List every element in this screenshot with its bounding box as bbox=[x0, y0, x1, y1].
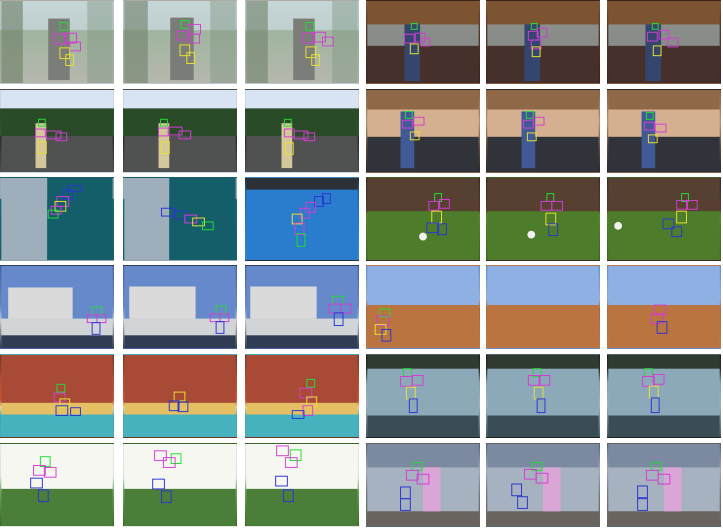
image-field-2 bbox=[486, 177, 600, 261]
image-bar-1 bbox=[366, 89, 480, 173]
image-diving-2 bbox=[123, 177, 237, 261]
image-harbor-2 bbox=[123, 265, 237, 349]
image-road-3 bbox=[245, 89, 359, 173]
image-harbor-1 bbox=[0, 265, 114, 349]
image-forest-crowd-3 bbox=[245, 0, 359, 84]
image-playroom-2 bbox=[486, 443, 600, 527]
image-golf-3 bbox=[245, 443, 359, 527]
image-stadium-1 bbox=[0, 354, 114, 438]
image-porch-2 bbox=[486, 354, 600, 438]
image-forest-crowd-1 bbox=[0, 0, 114, 84]
image-road-2 bbox=[123, 89, 237, 173]
image-bar-3 bbox=[607, 89, 721, 173]
image-road-1 bbox=[0, 89, 114, 173]
image-diving-3 bbox=[245, 177, 359, 261]
image-diving-1 bbox=[0, 177, 114, 261]
image-porch-1 bbox=[366, 354, 480, 438]
image-stadium-3 bbox=[245, 354, 359, 438]
image-dining-2 bbox=[486, 0, 600, 84]
image-field-3 bbox=[607, 177, 721, 261]
image-harbor-3 bbox=[245, 265, 359, 349]
image-desert-3 bbox=[607, 265, 721, 349]
image-playroom-3 bbox=[607, 443, 721, 527]
image-forest-crowd-2 bbox=[123, 0, 237, 84]
image-golf-2 bbox=[123, 443, 237, 527]
image-stadium-2 bbox=[123, 354, 237, 438]
image-field-1 bbox=[366, 177, 480, 261]
image-desert-2 bbox=[486, 265, 600, 349]
image-dining-1 bbox=[366, 0, 480, 84]
image-desert-1 bbox=[366, 265, 480, 349]
image-golf-1 bbox=[0, 443, 114, 527]
image-bar-2 bbox=[486, 89, 600, 173]
image-porch-3 bbox=[607, 354, 721, 438]
image-dining-3 bbox=[607, 0, 721, 84]
image-playroom-1 bbox=[366, 443, 480, 527]
